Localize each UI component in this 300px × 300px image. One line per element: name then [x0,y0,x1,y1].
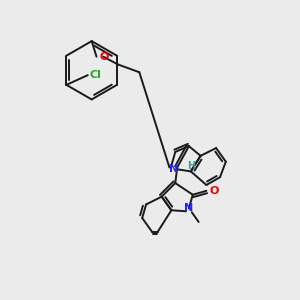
Text: O: O [99,52,109,62]
Text: N: N [169,164,178,174]
Text: H: H [187,160,195,171]
Text: O: O [209,186,219,196]
Text: N: N [184,203,194,213]
Text: Cl: Cl [90,70,102,80]
